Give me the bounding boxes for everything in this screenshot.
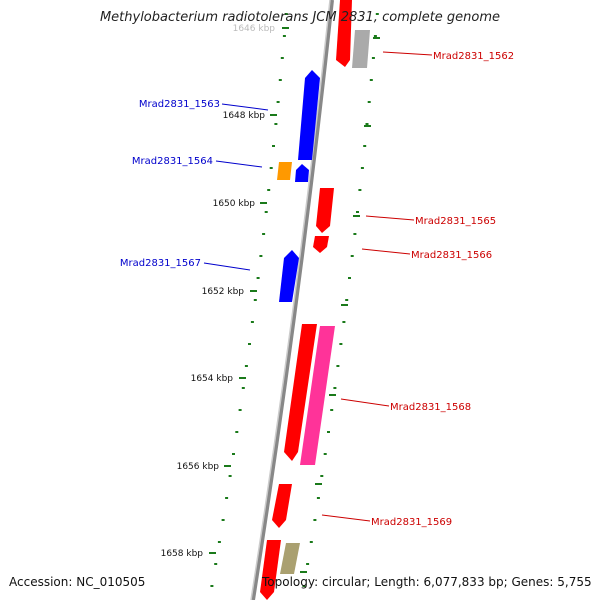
gene-label[interactable]: Mrad2831_1562	[433, 51, 514, 62]
gene-olive-bottom	[280, 543, 300, 574]
gene-mrad2831-1562[interactable]	[336, 0, 352, 67]
gene-labels: Mrad2831_1562 Mrad2831_1563 Mrad2831_156…	[120, 51, 514, 528]
gene-label[interactable]: Mrad2831_1567	[120, 258, 201, 269]
gene-label[interactable]: Mrad2831_1564	[132, 156, 213, 167]
leader-lines	[203, 51, 433, 522]
gene-label[interactable]: Mrad2831_1565	[415, 216, 496, 227]
gene-label[interactable]: Mrad2831_1569	[371, 517, 452, 528]
genome-backbone	[251, 0, 334, 600]
gene-mrad2831-1566[interactable]	[313, 236, 329, 253]
gene-mrad2831-1564[interactable]	[277, 162, 292, 180]
outer-dotted-track	[302, 13, 379, 587]
gene-mrad2831-1563[interactable]	[298, 70, 320, 160]
gene-grey-1562b	[352, 30, 370, 68]
map-title: Methylobacterium radiotolerans JCM 2831,…	[99, 10, 501, 25]
tick-label: 1656 kbp	[177, 462, 220, 472]
gene-mrad2831-1564b[interactable]	[295, 164, 309, 182]
tick-label: 1650 kbp	[213, 199, 256, 209]
tick-label: 1648 kbp	[223, 111, 266, 121]
tick-label: 1658 kbp	[161, 549, 204, 559]
genome-summary-text: Topology: circular; Length: 6,077,833 bp…	[262, 575, 592, 589]
gene-mrad2831-1569[interactable]	[272, 484, 292, 528]
gene-label[interactable]: Mrad2831_1566	[411, 250, 492, 261]
gene-mrad2831-1565[interactable]	[316, 188, 334, 233]
gene-mrad2831-1567[interactable]	[279, 250, 299, 302]
accession-text: Accession: NC_010505	[9, 575, 146, 589]
gene-label[interactable]: Mrad2831_1563	[139, 99, 220, 110]
gene-magenta-1568b[interactable]	[300, 326, 335, 465]
gene-label[interactable]: Mrad2831_1568	[390, 402, 471, 413]
gene-red-bottom	[260, 540, 281, 600]
gene-mrad2831-1568[interactable]	[284, 324, 317, 461]
gene-features	[260, 0, 370, 600]
tick-label: 1652 kbp	[202, 287, 245, 297]
tick-label: 1654 kbp	[191, 374, 234, 384]
inner-dotted-track	[210, 13, 288, 587]
tick-label: 1646 kbp	[233, 24, 276, 34]
scale-ticks: 1646 kbp 1648 kbp 1650 kbp 1652 kbp 1654…	[161, 24, 380, 573]
